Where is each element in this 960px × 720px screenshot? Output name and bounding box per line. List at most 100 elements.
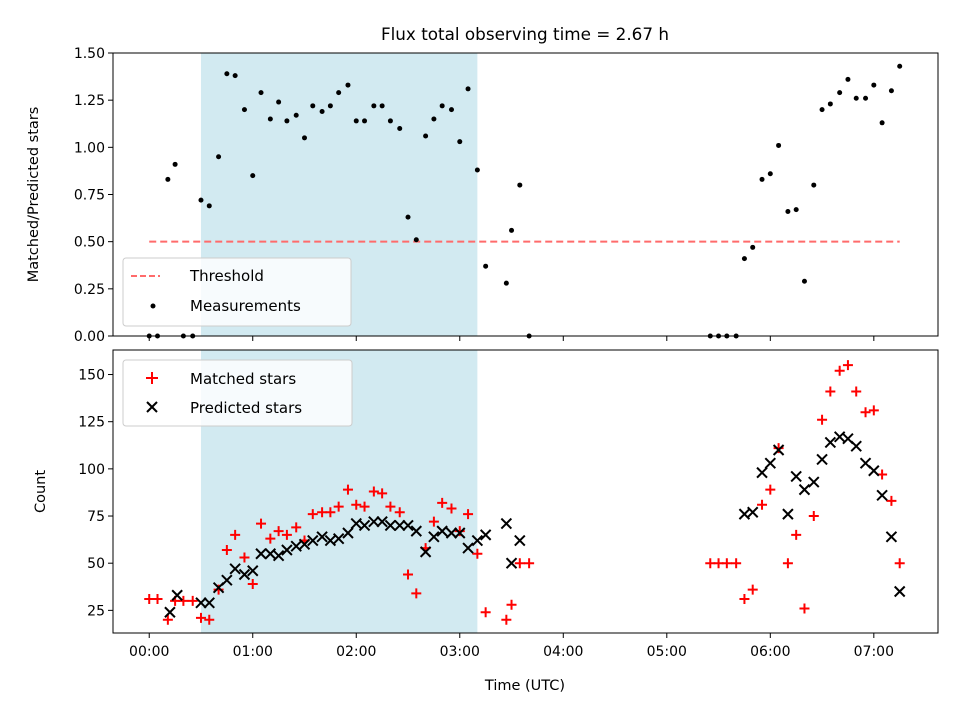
x-axis-label: Time (UTC) <box>484 678 565 694</box>
matched-star-point <box>256 518 267 529</box>
bottom-legend-box <box>122 359 353 427</box>
y-tick-label: 0.75 <box>74 188 105 204</box>
predicted-star-point <box>298 538 311 551</box>
x-tick-label: 01:00 <box>233 644 273 660</box>
measurement-point <box>793 207 799 213</box>
matched-star-point <box>524 558 535 569</box>
matched-star-point <box>480 607 491 618</box>
measurement-point <box>888 88 894 94</box>
predicted-star-point <box>229 563 241 575</box>
measurement-point <box>741 256 747 262</box>
matched-star-point <box>463 509 474 520</box>
predicted-star-point <box>462 542 474 554</box>
measurement-point <box>397 125 403 131</box>
predicted-star-point <box>394 519 406 532</box>
bottom-legend: Matched stars Predicted stars <box>122 359 353 427</box>
predicted-star-point <box>410 525 423 537</box>
predicted-star-point <box>164 606 176 618</box>
predicted-star-point <box>264 548 277 560</box>
y-tick-label: 0.50 <box>74 235 105 251</box>
measurement-point <box>165 176 171 182</box>
predicted-star-point <box>368 515 380 528</box>
measurement-point <box>327 103 333 109</box>
matched-star-point <box>731 558 742 569</box>
measurement-point <box>448 107 454 113</box>
y-tick-label: 0.25 <box>74 282 105 298</box>
measurement-point <box>241 107 247 113</box>
matched-star-point <box>411 588 422 599</box>
y-tick-label: 150 <box>78 368 105 384</box>
measurement-point <box>439 103 445 109</box>
matched-star-point <box>152 594 163 605</box>
measurement-point <box>503 280 509 286</box>
matched-star-point <box>842 360 853 371</box>
measurement-point <box>172 161 178 167</box>
matched-star-point <box>342 484 353 495</box>
x-tick-label: 00:00 <box>129 644 169 660</box>
measurement-point <box>362 118 368 124</box>
matched-star-point <box>514 558 525 569</box>
measurement-point <box>319 108 325 114</box>
measurement-point <box>250 173 256 179</box>
predicted-star-point <box>332 532 345 545</box>
matched-star-point <box>757 499 768 510</box>
y-tick-label: 50 <box>87 556 105 572</box>
predicted-star-point <box>281 544 293 556</box>
measurement-point <box>431 116 437 122</box>
predicted-star-point <box>868 465 880 477</box>
predicted-star-point <box>479 529 492 541</box>
measurement-point <box>413 237 419 243</box>
matched-star-point <box>765 484 776 495</box>
predicted-star-point <box>342 527 354 539</box>
measurement-point <box>767 171 773 177</box>
matched-star-point <box>385 501 396 512</box>
measurement-point <box>517 182 523 188</box>
y-tick-label: 100 <box>78 462 105 478</box>
predicted-star-point <box>255 548 267 560</box>
predicted-star-point <box>324 534 337 547</box>
measurement-point <box>423 133 429 139</box>
bottom-axes-frame <box>112 349 939 634</box>
predicted-star-point <box>772 444 785 456</box>
predicted-star-point <box>764 457 777 469</box>
measurement-point <box>879 120 885 126</box>
measurement-point <box>457 139 463 145</box>
matched-star-point <box>817 414 828 425</box>
predicted-star-point <box>454 527 466 539</box>
matched-star-point <box>265 533 276 544</box>
matched-star-point <box>834 365 845 376</box>
y-tick-label: 75 <box>87 509 105 525</box>
top-legend-box <box>122 257 352 327</box>
measurement-point <box>276 99 282 105</box>
measurement-point <box>785 208 791 214</box>
predicted-star-point <box>171 589 183 601</box>
legend-measurements-label: Measurements <box>190 297 301 315</box>
bottom-ylabel: Count <box>33 470 49 513</box>
matched-star-point <box>221 544 232 555</box>
legend-matched-label: Matched stars <box>190 370 296 388</box>
predicted-star-point <box>893 585 906 598</box>
predicted-star-point <box>316 531 328 543</box>
measurement-point <box>206 203 212 209</box>
legend-matched-marker <box>146 372 158 384</box>
measurement-point <box>405 214 411 220</box>
ratio-panel: 0.00 0.25 0.50 0.75 1.00 1.25 1.50 Matched/Pre… <box>26 46 939 345</box>
measurement-point <box>845 76 851 82</box>
measurement-point <box>897 63 903 69</box>
measurement-point <box>819 107 825 113</box>
predicted-star-point <box>402 519 414 532</box>
predicted-star-point <box>876 489 888 501</box>
x-tick-label: 07:00 <box>854 644 894 660</box>
matched-star-point <box>162 614 173 625</box>
predicted-star-point <box>738 508 751 520</box>
matched-star-point <box>446 503 457 514</box>
measurement-point <box>345 82 351 88</box>
measurement-point <box>801 278 807 284</box>
predicted-star-point <box>376 515 388 528</box>
measurement-point <box>258 90 264 96</box>
predicted-star-point <box>419 546 432 558</box>
predicted-star-point <box>203 597 215 609</box>
y-tick-label: 1.50 <box>74 46 105 62</box>
measurement-point <box>827 101 833 107</box>
